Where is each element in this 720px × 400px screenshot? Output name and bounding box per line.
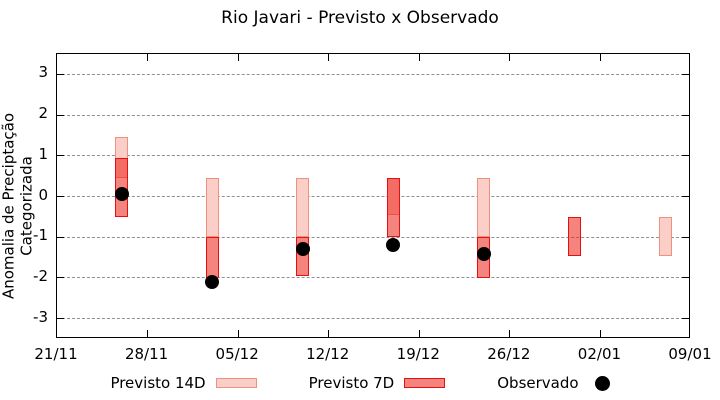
x-tick-bottom [237,330,239,337]
y-tick-left [57,277,64,279]
y-tick-label: 1 [38,144,48,163]
previsto-7d-swatch-icon [404,378,446,388]
y-tick-right [682,318,689,320]
observed-dot [295,242,310,257]
y-tick-label: -1 [33,226,48,245]
bar-previsto-7d [205,237,219,278]
x-tick-top [418,54,420,61]
bar-previsto-7d [568,216,582,256]
y-tick-label: 2 [38,104,48,123]
plot-area [56,53,690,338]
x-tick-top [328,54,330,61]
x-tick-bottom [328,330,330,337]
chart-title: Rio Javari - Previsto x Observado [221,8,499,28]
y-tick-label: 0 [38,185,48,204]
y-tick-label: 3 [38,63,48,82]
y-tick-left [57,114,64,116]
bar-previsto-14d [205,178,219,238]
previsto-14d-swatch-icon [215,378,257,388]
x-tick-label: 05/12 [215,345,259,363]
legend-label-previsto-7d: Previsto 7D [308,374,395,392]
y-tick-right [682,277,689,279]
legend-item-previsto-7d: Previsto 7D [309,374,446,392]
bar-previsto-14d [658,216,672,256]
x-tick-label: 19/12 [396,345,440,363]
legend-label-previsto-14d: Previsto 14D [110,374,206,392]
observado-swatch-icon [594,375,610,391]
gridline-y--1 [57,236,689,238]
y-tick-left [57,196,64,197]
y-tick-left [57,236,64,238]
x-tick-label: 26/12 [487,345,531,363]
observed-dot [114,187,129,202]
y-tick-right [682,73,689,75]
x-tick-top [147,54,149,61]
x-tick-label: 09/01 [668,345,712,363]
legend-item-previsto-14d: Previsto 14D [110,374,257,392]
y-tick-left [57,73,64,75]
gridline-y--3 [57,318,689,320]
gridline-y-0 [57,196,689,197]
x-tick-bottom [599,330,601,337]
y-tick-left [57,155,64,157]
y-tick-right [682,196,689,197]
legend: Previsto 14D Previsto 7D Observado [0,374,720,392]
x-tick-label: 21/11 [34,345,78,363]
y-tick-left [57,318,64,320]
gridline-y-1 [57,155,689,157]
y-tick-label: -2 [33,266,48,285]
gridline-y-2 [57,114,689,116]
x-tick-label: 12/12 [306,345,350,363]
y-tick-right [682,114,689,116]
x-tick-bottom [147,330,149,337]
x-tick-bottom [418,330,420,337]
gridline-y-3 [57,73,689,75]
y-tick-label: -3 [33,307,48,326]
bar-previsto-14d [296,178,310,238]
y-tick-right [682,155,689,157]
x-tick-top [237,54,239,61]
x-tick-label: 02/01 [577,345,622,363]
gridline-y--2 [57,277,689,279]
bar-previsto-14d [477,178,491,238]
x-tick-top [599,54,601,61]
bar-previsto-7d [386,178,400,238]
x-tick-bottom [509,330,511,337]
observed-dot [476,246,491,261]
x-tick-top [509,54,511,61]
legend-item-observado: Observado [497,374,610,392]
x-tick-label: 28/11 [124,345,169,363]
legend-label-observado: Observado [497,374,579,392]
observed-dot [386,238,401,253]
bar-previsto-7d [115,157,129,217]
observed-dot [205,275,220,289]
y-tick-right [682,236,689,238]
